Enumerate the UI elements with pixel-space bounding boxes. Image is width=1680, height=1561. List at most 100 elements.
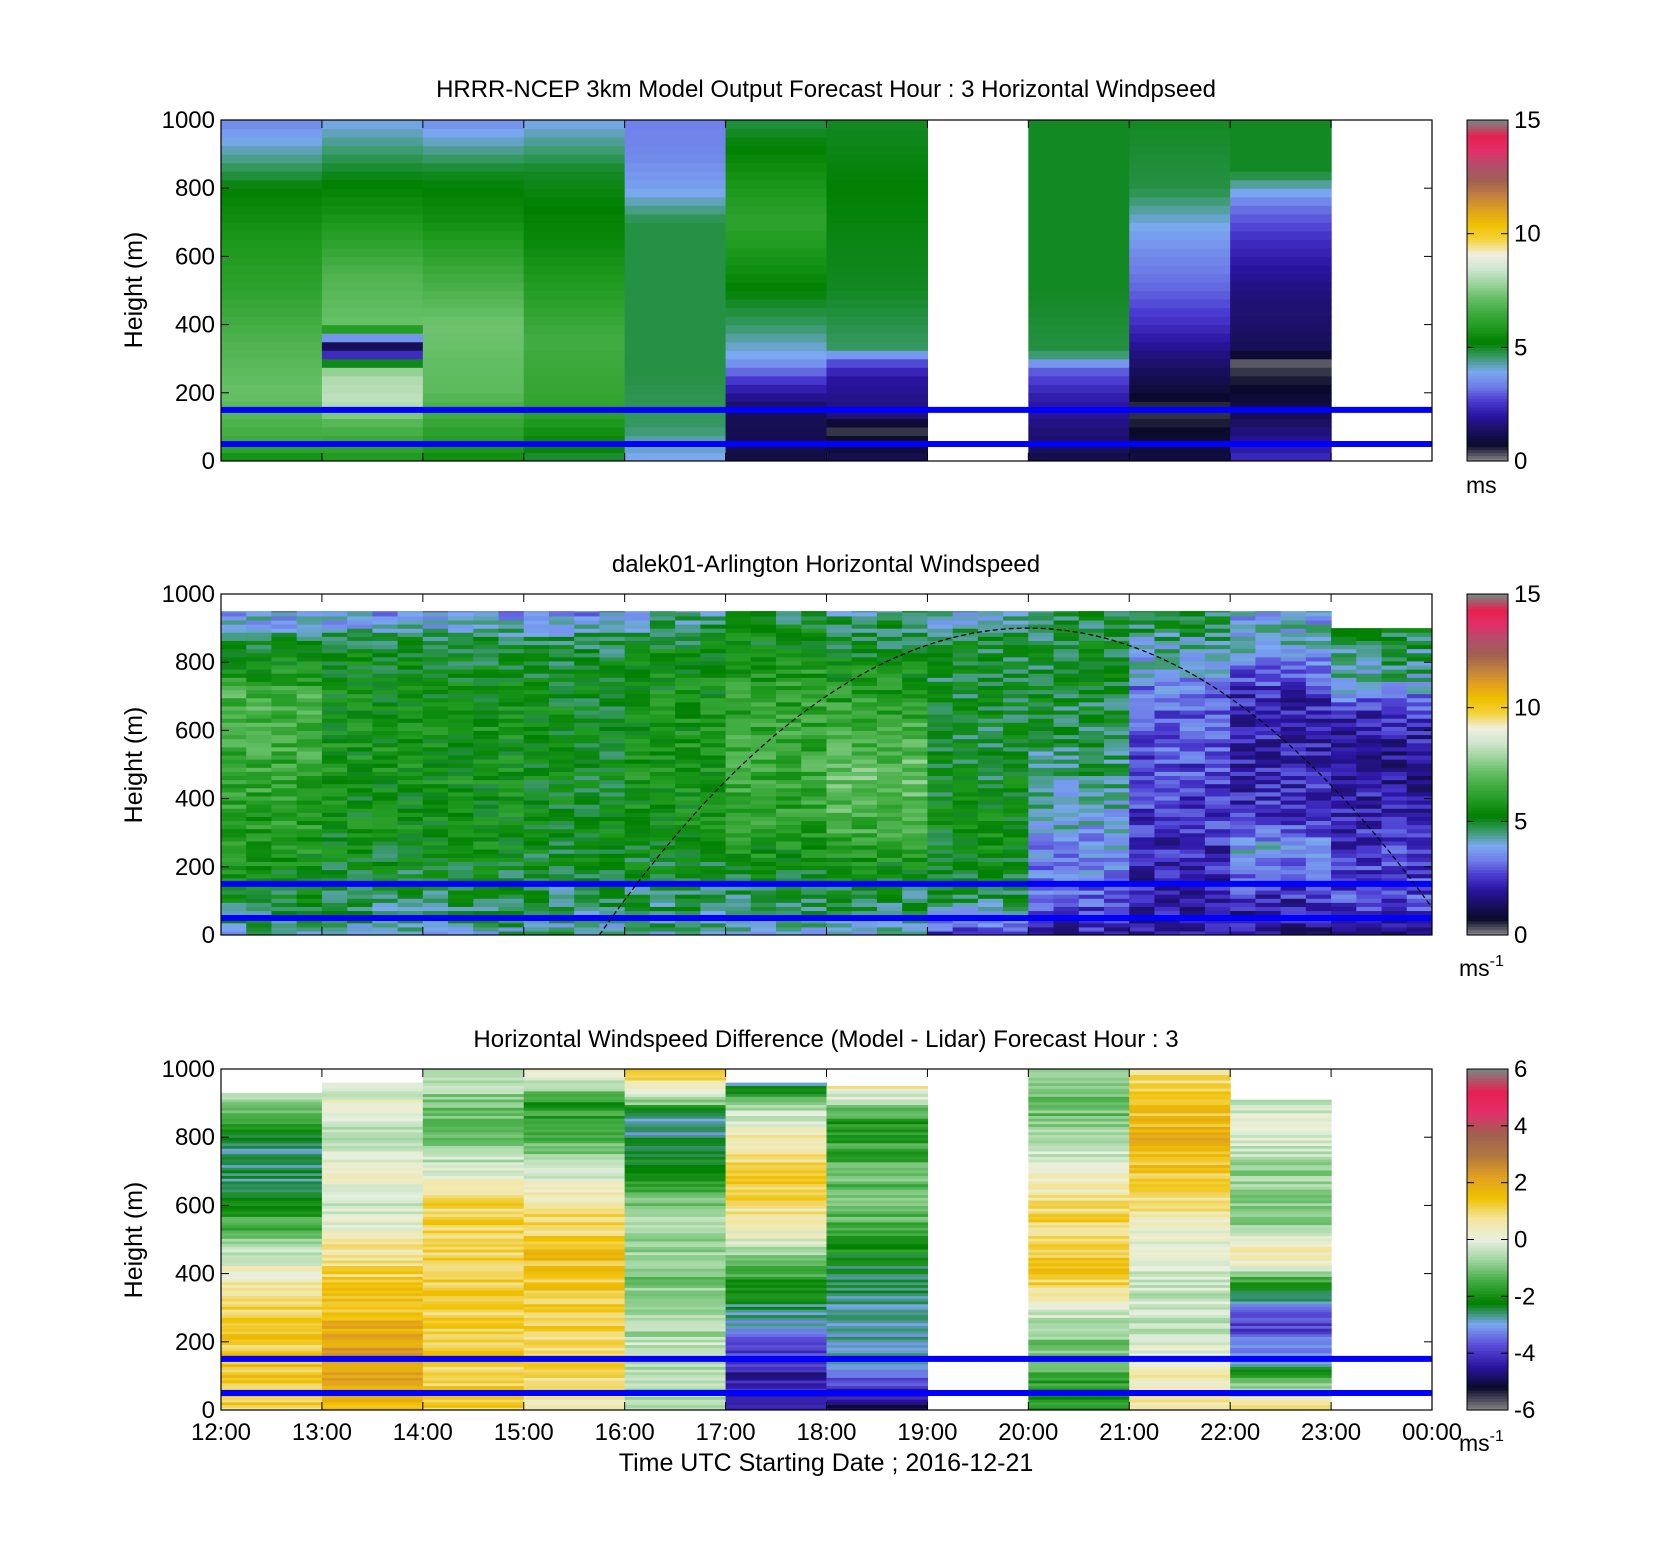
heatmap-cell: [523, 619, 550, 625]
heatmap-cell: [347, 930, 373, 935]
heatmap-cell: [851, 812, 878, 817]
heatmap-cell: [246, 640, 273, 646]
heatmap-cell: [725, 435, 828, 445]
heatmap-cell: [321, 1178, 424, 1182]
heatmap-cell: [473, 869, 500, 875]
heatmap-cell: [1129, 677, 1156, 682]
heatmap-cell: [321, 1101, 424, 1106]
heatmap-cell: [1154, 697, 1181, 703]
colorbar-swatch: [1467, 387, 1508, 391]
heatmap-cell: [700, 742, 727, 748]
heatmap-cell: [1129, 730, 1156, 736]
heatmap-cell: [776, 783, 802, 789]
heatmap-cell: [624, 705, 651, 711]
heatmap-cell: [296, 771, 323, 777]
heatmap-cell: [221, 1101, 323, 1106]
heatmap-cell: [1053, 759, 1080, 764]
heatmap-cell: [952, 624, 979, 629]
heatmap-cell: [448, 697, 474, 703]
heatmap-cell: [750, 930, 777, 935]
heatmap-cell: [801, 861, 828, 867]
heatmap-cell: [422, 1115, 525, 1119]
heatmap-cell: [649, 824, 676, 830]
heatmap-cell: [1129, 611, 1156, 617]
heatmap-cell: [1053, 869, 1080, 875]
heatmap-cell: [321, 734, 348, 740]
heatmap-cell: [851, 787, 878, 793]
heatmap-cell: [1154, 840, 1181, 846]
heatmap-cell: [296, 750, 323, 756]
heatmap-cell: [927, 738, 954, 744]
heatmap-cell: [1003, 754, 1029, 760]
heatmap-cell: [826, 681, 853, 686]
heatmap-cell: [473, 844, 500, 850]
heatmap-cell: [448, 718, 474, 723]
heatmap-cell: [1003, 898, 1029, 903]
heatmap-cell: [649, 808, 676, 813]
heatmap-cell: [422, 1251, 525, 1256]
heatmap-cell: [296, 853, 323, 858]
heatmap-cell: [422, 722, 449, 727]
heatmap-cell: [1028, 689, 1055, 695]
heatmap-cell: [750, 898, 777, 903]
heatmap-cell: [1129, 783, 1156, 789]
heatmap-cell: [1230, 750, 1256, 756]
heatmap-cell: [246, 918, 273, 924]
heatmap-cell: [876, 820, 903, 826]
heatmap-cell: [221, 718, 247, 723]
heatmap-cell: [321, 1191, 424, 1196]
heatmap-cell: [321, 885, 348, 891]
heatmap-cell: [675, 628, 701, 633]
heatmap-cell: [700, 787, 727, 793]
heatmap-cell: [498, 759, 525, 764]
heatmap-cell: [952, 889, 979, 895]
heatmap-cell: [649, 816, 676, 822]
heatmap-cell: [221, 775, 247, 781]
heatmap-cell: [574, 873, 601, 879]
heatmap-cell: [1179, 763, 1206, 768]
heatmap-cell: [422, 1137, 525, 1141]
heatmap-cell: [675, 693, 701, 699]
heatmap-cell: [498, 930, 525, 935]
heatmap-cell: [422, 1191, 525, 1196]
heatmap-cell: [776, 624, 802, 629]
heatmap-cell: [221, 1262, 323, 1267]
heatmap-cell: [700, 722, 727, 727]
heatmap-cell: [725, 836, 752, 842]
heatmap-cell: [523, 652, 550, 658]
heatmap-cell: [649, 799, 676, 805]
heatmap-cell: [1003, 799, 1029, 805]
heatmap-cell: [321, 669, 348, 674]
heatmap-cell: [422, 205, 525, 215]
heatmap-cell: [221, 1161, 323, 1166]
heatmap-cell: [221, 836, 247, 842]
heatmap-cell: [1028, 861, 1055, 867]
heatmap-cell: [902, 754, 929, 760]
heatmap-cell: [649, 918, 676, 924]
heatmap-cell: [700, 714, 727, 719]
heatmap-cell: [296, 619, 323, 625]
heatmap-cell: [271, 722, 298, 727]
heatmap-cell: [1255, 906, 1282, 912]
heatmap-cell: [1331, 681, 1357, 686]
heatmap-cell: [725, 273, 828, 283]
heatmap-cell: [851, 898, 878, 903]
heatmap-cell: [1280, 824, 1307, 830]
heatmap-cell: [1331, 783, 1357, 789]
heatmap-cell: [321, 1339, 424, 1343]
heatmap-cell: [397, 812, 424, 817]
heatmap-cell: [422, 1167, 525, 1171]
heatmap-cell: [876, 812, 903, 817]
heatmap-cell: [221, 853, 247, 858]
heatmap-cell: [826, 636, 853, 641]
heatmap-cell: [221, 746, 247, 752]
heatmap-cell: [927, 681, 954, 686]
heatmap-cell: [952, 705, 979, 711]
heatmap-cell: [1255, 709, 1282, 715]
heatmap-cell: [1305, 726, 1332, 731]
heatmap-cell: [750, 873, 777, 879]
heatmap-cell: [776, 795, 802, 801]
heatmap-cell: [902, 808, 929, 813]
heatmap-cell: [296, 865, 323, 871]
heatmap-cell: [1078, 652, 1105, 658]
